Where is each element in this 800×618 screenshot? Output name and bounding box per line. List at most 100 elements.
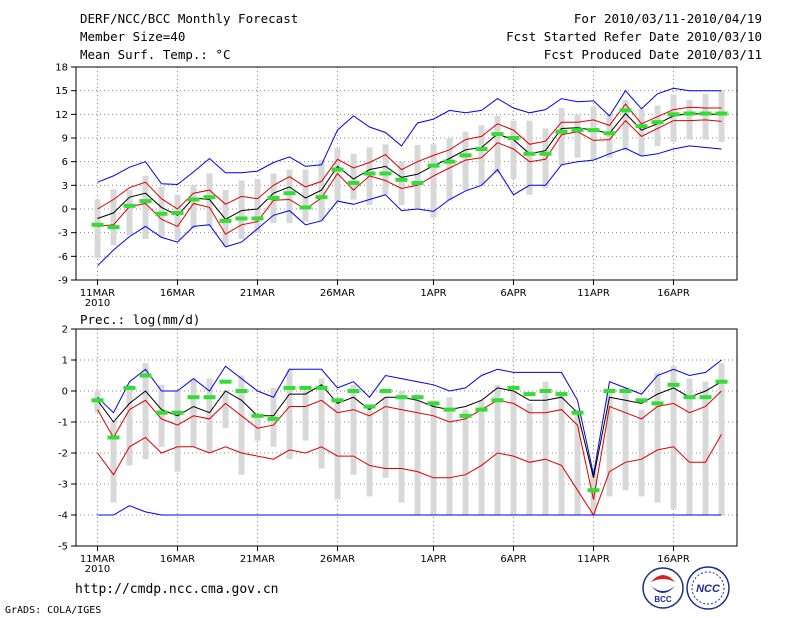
temp-observed-marker xyxy=(715,111,728,116)
temp-observed-marker xyxy=(139,199,152,204)
prec-ensemble-bar xyxy=(542,381,549,515)
temp-observed-marker xyxy=(267,195,280,200)
temp-observed-marker xyxy=(379,171,392,176)
prec-xtick-label: 6APR xyxy=(500,554,526,565)
temp-ensemble-bar xyxy=(718,90,725,142)
precipitation-panel: -5 -4 -3 -2 -1 0 1 2 11MAR 16MAR 21MAR 26MAR 1APR 6AP… xyxy=(58,325,738,575)
temp-observed-marker xyxy=(411,180,424,185)
temp-observed-marker xyxy=(427,163,440,168)
temp-ytick-label: 9 xyxy=(62,134,68,145)
prec-observed-marker xyxy=(475,407,488,412)
temp-observed-marker xyxy=(699,111,712,116)
prec-xtick-label: 26MAR xyxy=(320,554,355,565)
temp-ensemble-bar xyxy=(222,190,229,247)
temp-xtick-label: 21MAR xyxy=(240,288,275,299)
temp-xtick-label: 16MAR xyxy=(160,288,195,299)
temp-observed-marker xyxy=(235,216,248,221)
temp-ensemble-bar xyxy=(286,169,293,224)
temp-xtick-label: 11APR xyxy=(577,288,610,299)
temp-ensemble-bar xyxy=(686,100,693,140)
prec-xtick-label: 11APR xyxy=(577,554,610,565)
prec-year-label: 2010 xyxy=(85,564,110,575)
member-size: Member Size=40 xyxy=(80,29,186,44)
prec-q1-line xyxy=(97,434,722,517)
ncc-logo-text: NCC xyxy=(696,583,721,595)
temp-ensemble-bar xyxy=(526,120,533,195)
prec-ensemble-bar xyxy=(670,366,677,509)
forecast-period: For 2010/03/11-2010/04/19 xyxy=(573,11,762,26)
temp-observed-marker xyxy=(123,203,136,208)
prec-ensemble-bar xyxy=(366,406,373,497)
temp-observed-marker xyxy=(539,151,552,156)
prec-observed-marker xyxy=(683,395,696,400)
prec-observed-marker xyxy=(347,389,360,393)
prec-ytick-label: 0 xyxy=(62,387,68,398)
bcc-logo-ring xyxy=(642,567,684,609)
temp-ensemble-bar xyxy=(334,148,341,202)
temp-observed-marker xyxy=(603,131,616,136)
prec-ensemble-bar xyxy=(478,400,485,515)
temp-observed-marker xyxy=(155,211,168,216)
temp-ensemble-bar xyxy=(302,169,309,222)
prec-ensemble-bar xyxy=(286,369,293,460)
prec-observed-marker xyxy=(219,379,232,384)
prec-ensemble-bar xyxy=(398,391,405,503)
temp-observed-marker xyxy=(395,177,408,182)
temp-year-label: 2010 xyxy=(85,298,110,309)
prec-plot-frame xyxy=(75,328,738,547)
prec-ensemble-bar xyxy=(462,409,469,515)
temp-observed-marker xyxy=(219,218,232,223)
prec-observed-marker xyxy=(363,404,376,409)
temp-ensemble-bar xyxy=(110,189,117,246)
prec-ensemble-bar xyxy=(350,384,357,475)
temp-ensemble-bar xyxy=(702,93,709,140)
temp-ensemble-bar xyxy=(94,199,101,258)
prec-ensemble-bar xyxy=(718,363,725,515)
prec-ytick-label: -5 xyxy=(58,542,68,553)
temp-observed-marker xyxy=(443,159,456,164)
prec-ensemble-bar xyxy=(702,381,709,515)
prec-ensemble-bar xyxy=(190,378,197,447)
chart-title: DERF/NCC/BCC Monthly Forecast xyxy=(80,11,299,26)
ncc-logo: NCC xyxy=(686,566,730,610)
temp-ensemble-bar xyxy=(478,125,485,186)
prec-min-line xyxy=(97,505,722,516)
temp-observed-marker xyxy=(555,129,568,134)
temp-ensemble-bar xyxy=(670,94,677,142)
prec-ensemble-bar xyxy=(446,397,453,515)
temp-observed-marker xyxy=(507,136,520,140)
prec-ensemble-bar xyxy=(302,391,309,441)
prec-observed-marker xyxy=(619,389,632,393)
prec-observed-marker xyxy=(187,395,200,400)
prec-ytick-label: 2 xyxy=(62,325,68,336)
temp-ensemble-bar xyxy=(590,106,597,161)
ncc-logo-ring xyxy=(686,566,730,610)
temp-ytick-label: -3 xyxy=(58,228,68,239)
temp-ensemble-bar xyxy=(382,144,389,195)
prec-ensemble-bar xyxy=(622,387,629,491)
temp-ensemble-bar xyxy=(494,115,501,174)
temp-ensemble-bar xyxy=(254,179,261,233)
prec-observed-marker xyxy=(331,398,344,403)
prec-ensemble-bar xyxy=(590,471,597,515)
prec-ensemble-bar xyxy=(526,403,533,515)
prec-observed-marker xyxy=(379,389,392,393)
temp-ensemble-mean-line xyxy=(97,112,722,220)
temp-ensemble-bar xyxy=(414,145,421,209)
temp-xtick-label: 1APR xyxy=(420,288,446,299)
prec-observed-marker xyxy=(523,392,536,397)
prec-ensemble-bar xyxy=(382,397,389,478)
temp-ensemble-bar xyxy=(430,144,437,218)
temp-ytick-label: 15 xyxy=(55,86,68,97)
temp-observed-marker xyxy=(363,171,376,176)
variable-label-prec: Prec.: log(mm/d) xyxy=(80,312,201,327)
source-url: http://cmdp.ncc.cma.gov.cn xyxy=(75,582,279,597)
temp-ensemble-bar xyxy=(238,180,245,239)
prec-observed-marker xyxy=(571,410,584,415)
prec-ensemble-bar xyxy=(318,378,325,469)
prec-ensemble-bar xyxy=(638,409,645,497)
prec-ensemble-bar xyxy=(574,409,581,515)
prec-ensemble-bar xyxy=(606,391,613,497)
temp-ensemble-bar xyxy=(558,108,565,166)
temp-observed-marker xyxy=(475,147,488,152)
